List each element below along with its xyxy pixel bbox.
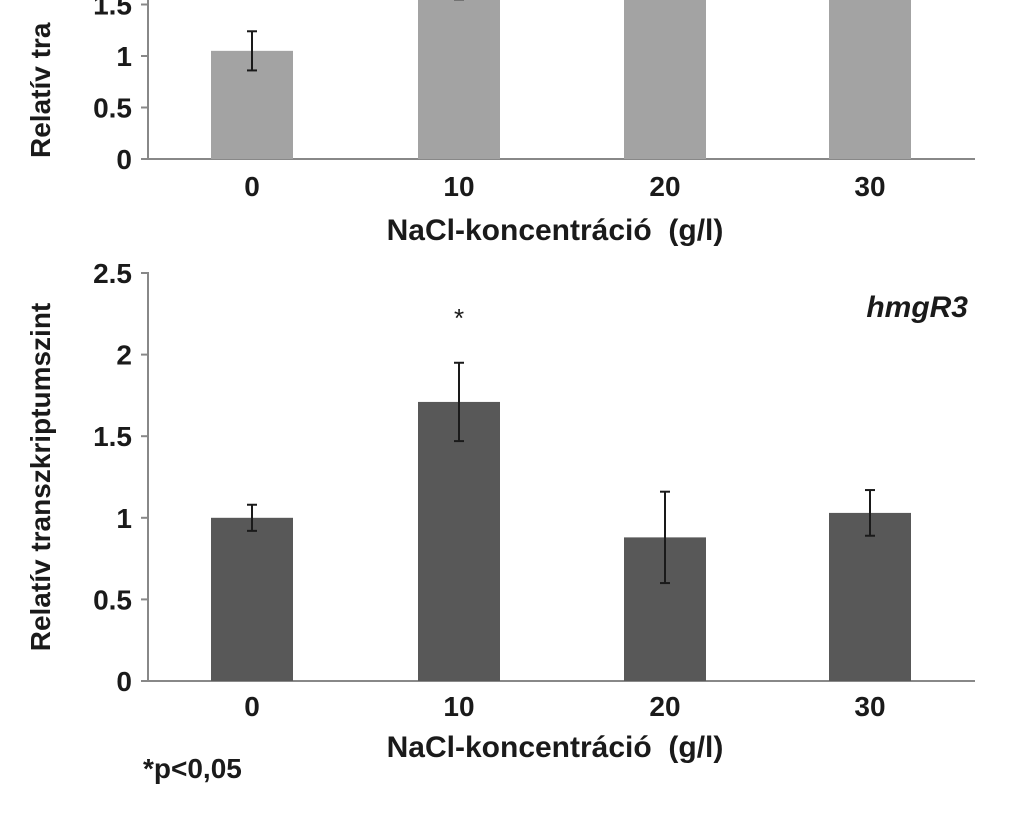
- gene-label: hmgR3: [866, 291, 968, 324]
- y-tick-label: 0: [116, 144, 132, 175]
- y-tick-label: 0: [116, 666, 132, 697]
- y-tick-label: 1.5: [93, 421, 132, 452]
- x-axis-label: NaCl-koncentráció (g/l): [387, 731, 724, 764]
- bars: *: [211, 303, 911, 681]
- y-tick-labels: 0 0.5 1 1.5: [93, 0, 148, 175]
- footnote: *p<0,05: [143, 753, 242, 784]
- significance-marker: *: [454, 303, 464, 333]
- x-tick-label: 20: [649, 691, 680, 722]
- y-tick-label: 1: [116, 503, 132, 534]
- x-tick-label: 10: [443, 171, 474, 202]
- chart-top: Relatív tra 0 0.5 1 1.5 0 10 20 30 NaCl-koncen…: [25, 0, 975, 247]
- x-tick-label: 20: [649, 171, 680, 202]
- y-tick-label: 1: [116, 41, 132, 72]
- x-tick-labels: 0 10 20 30: [244, 171, 885, 202]
- x-tick-label: 30: [854, 691, 885, 722]
- chart-bottom: Relatív transzkriptumszint 00.511.522.5 …: [25, 258, 975, 764]
- y-tick-label: 2.5: [93, 258, 132, 289]
- x-tick-label: 10: [443, 691, 474, 722]
- y-axis-label: Relatív tra: [25, 22, 56, 158]
- bar: [418, 401, 500, 681]
- x-tick-labels: 0 10 20 30: [244, 691, 885, 722]
- y-axis-label: Relatív transzkriptumszint: [25, 303, 56, 652]
- y-tick-label: 2: [116, 340, 132, 371]
- x-tick-label: 0: [244, 171, 260, 202]
- y-tick-label: 0.5: [93, 584, 132, 615]
- y-tick-label: 1.5: [93, 0, 132, 21]
- bar: [829, 0, 911, 160]
- bar: [829, 512, 911, 681]
- y-tick-labels: 0 0.5 1 1.5 2 2.5: [93, 258, 148, 697]
- bar: [211, 517, 293, 681]
- bars: [211, 0, 911, 160]
- x-tick-label: 30: [854, 171, 885, 202]
- y-tick-label: 0.5: [93, 93, 132, 124]
- bar: [624, 0, 706, 160]
- x-axis-label: NaCl-koncentráció (g/l): [387, 214, 724, 247]
- bar: [418, 0, 500, 159]
- x-tick-label: 0: [244, 691, 260, 722]
